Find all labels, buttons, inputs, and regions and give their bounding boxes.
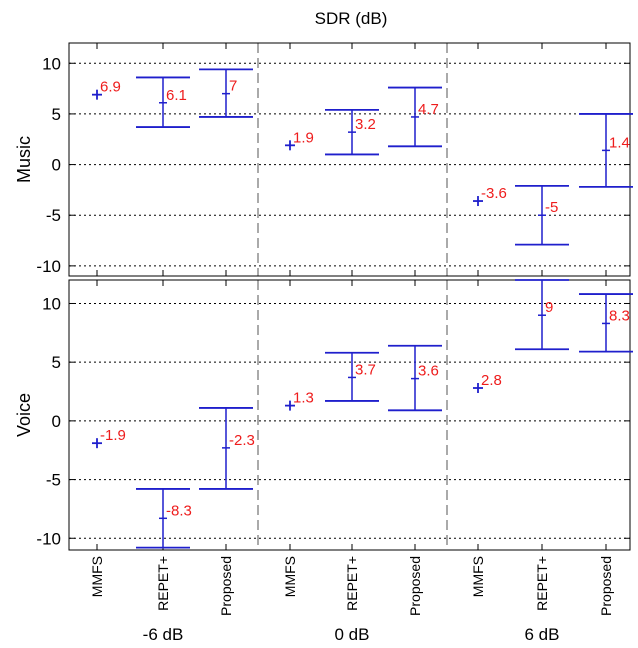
y-axis-label: Voice (14, 393, 34, 437)
y-tick-label: -10 (36, 529, 61, 548)
y-tick-label: 5 (52, 105, 61, 124)
y-tick-label: 5 (52, 353, 61, 372)
y-axis-label: Music (14, 136, 34, 183)
data-label: 3.7 (355, 361, 376, 378)
data-label: 3.2 (355, 116, 376, 133)
data-label: -2.3 (229, 432, 255, 449)
data-label: 6.9 (100, 79, 121, 96)
x-tick-label: Proposed (218, 556, 234, 616)
data-label: 3.6 (418, 363, 439, 380)
data-label: -1.9 (100, 427, 126, 444)
x-tick-label: MMFS (282, 556, 298, 597)
data-label: -3.6 (481, 185, 507, 202)
data-label: 6.1 (166, 87, 187, 104)
x-tick-label: MMFS (89, 556, 105, 597)
y-tick-label: 10 (42, 294, 61, 313)
data-label: 2.8 (481, 372, 502, 389)
x-tick-label: REPET+ (344, 556, 360, 611)
panel-music: -10 -5 0 5 10 Music 6.9 6.1 7 1.9 3.2 4.7 -3.6 -5 1.4 (14, 42, 633, 277)
chart-title: SDR (dB) (315, 9, 388, 28)
data-label: 7 (229, 78, 237, 95)
y-tick-label: 0 (52, 412, 61, 431)
data-label: -8.3 (166, 502, 192, 519)
group-label: -6 dB (143, 625, 184, 644)
y-tick-label: 10 (42, 54, 61, 73)
x-tick-label: MMFS (470, 556, 486, 597)
panel-voice: -10 -5 0 5 10 Voice -1.9 -8.3 -2.3 1.3 3.7 3.6 2.8 9 8… (14, 279, 633, 551)
data-label: 1.4 (609, 134, 630, 151)
x-tick-label: REPET+ (534, 556, 550, 611)
y-tick-label: -5 (46, 471, 61, 490)
data-label: 1.3 (293, 390, 314, 407)
data-label: 4.7 (418, 101, 439, 118)
data-label: -5 (545, 199, 558, 216)
x-tick-label: REPET+ (155, 556, 171, 611)
y-tick-label: 0 (52, 156, 61, 175)
y-tick-label: -10 (36, 257, 61, 276)
data-label: 9 (545, 299, 553, 316)
x-tick-label: Proposed (598, 556, 614, 616)
group-label: 6 dB (525, 625, 560, 644)
group-label: 0 dB (335, 625, 370, 644)
panel-frame (68, 42, 631, 277)
data-label: 1.9 (293, 129, 314, 146)
x-axis-layer: MMFS REPET+ Proposed -6 dB MMFS REPET+ Propose… (89, 556, 614, 644)
panel-frame (68, 279, 631, 551)
data-label: 8.3 (609, 307, 630, 324)
y-tick-label: -5 (46, 206, 61, 225)
x-tick-label: Proposed (407, 556, 423, 616)
